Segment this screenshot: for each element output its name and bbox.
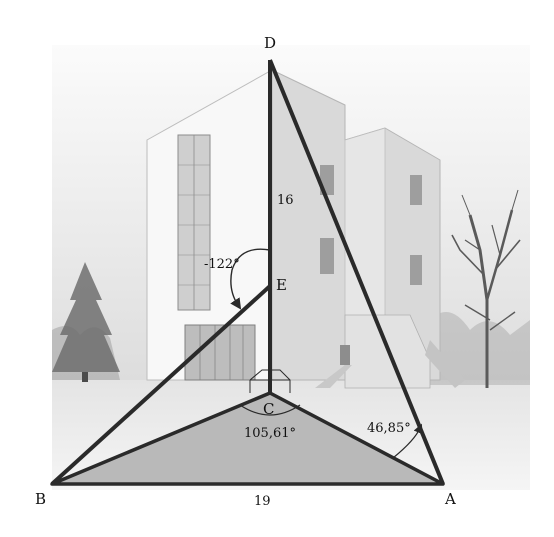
angle-arc-a (392, 423, 423, 459)
bare-tree-drawing (451, 189, 521, 388)
angle-arc-c (239, 404, 301, 416)
tree-drawing (52, 262, 120, 382)
length-label-ba: 19 (254, 494, 271, 509)
point-label-a: A (444, 490, 456, 508)
point-label-c: C (263, 400, 274, 418)
length-label-dc: 16 (277, 193, 294, 208)
bushes-right (430, 312, 530, 385)
angle-label-e: -122° (204, 257, 240, 272)
edge-be (50, 284, 272, 486)
right-angle-marker (249, 369, 291, 393)
angle-label-a: 46,85° (367, 421, 411, 436)
point-label-b: B (35, 490, 46, 508)
edge-da (268, 59, 445, 485)
angle-arc-e (230, 248, 271, 310)
geometry-overlay (50, 59, 445, 486)
point-label-e: E (276, 276, 287, 294)
angle-label-c: 105,61° (244, 426, 296, 441)
building-drawing (146, 69, 465, 389)
point-label-d: D (264, 34, 276, 52)
triangle-abc (50, 391, 445, 486)
